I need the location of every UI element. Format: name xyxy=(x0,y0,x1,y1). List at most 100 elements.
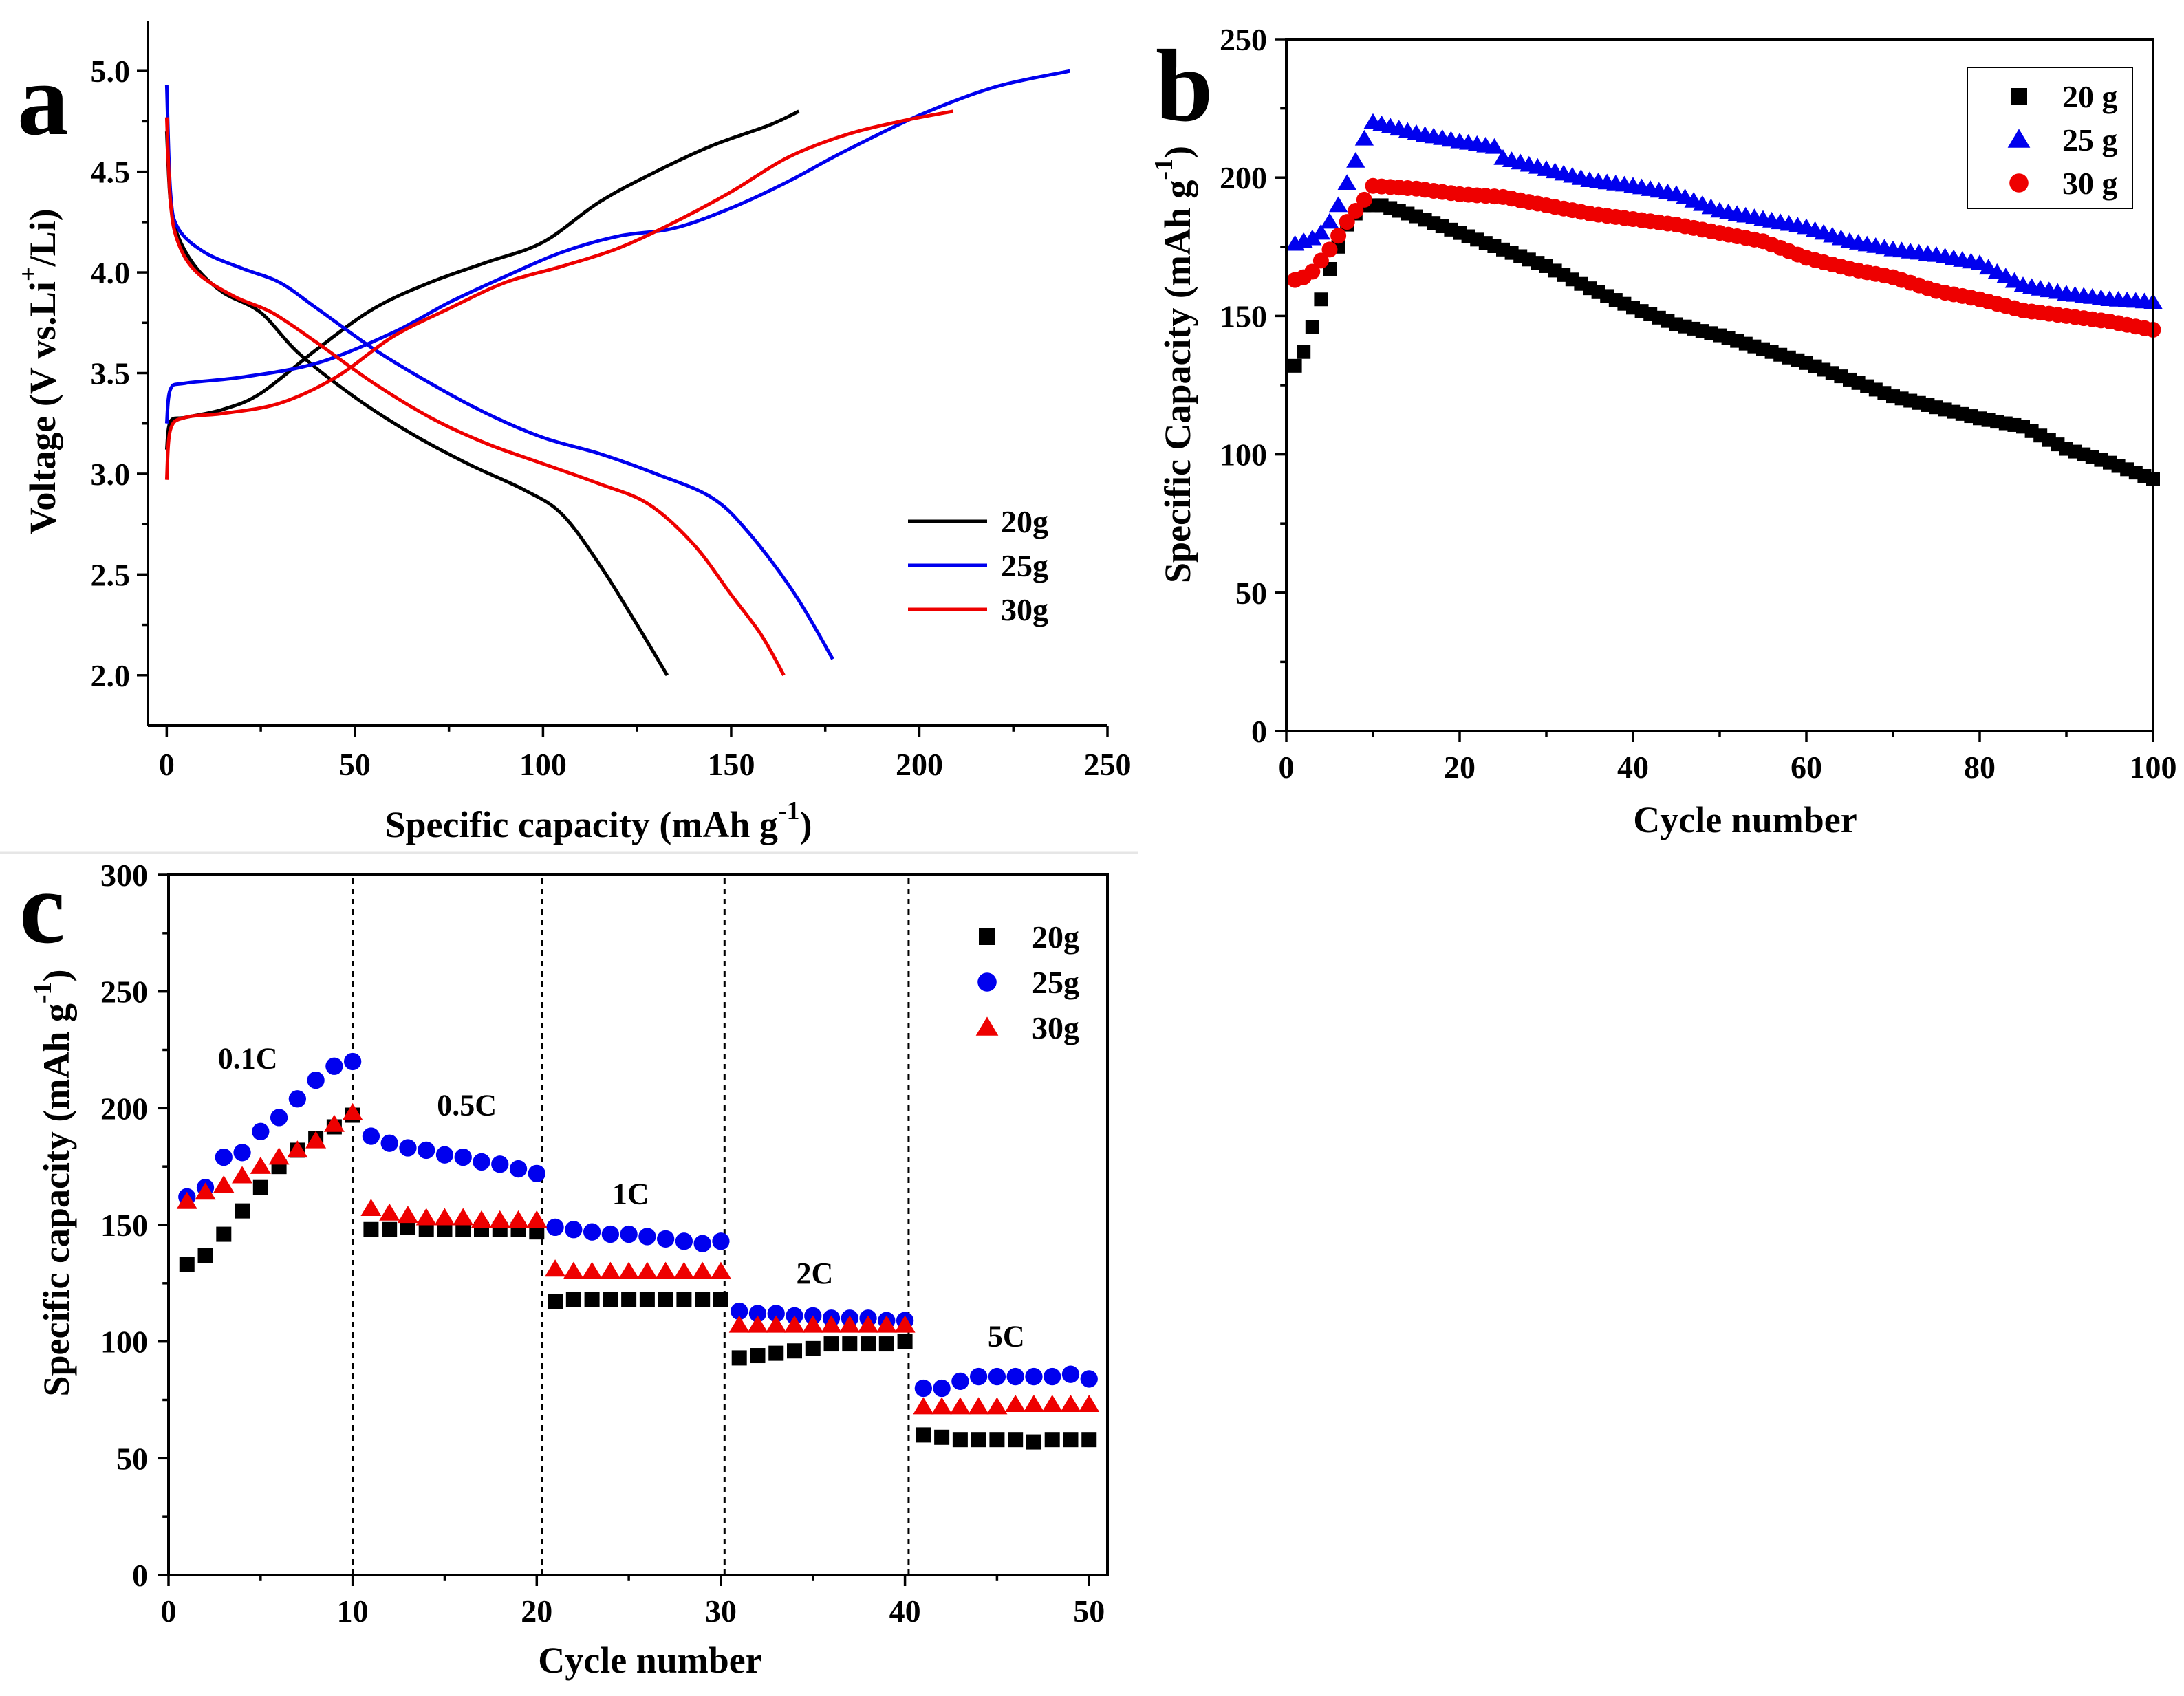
point-25g-cycle-42 xyxy=(933,1379,951,1398)
point-20g-cycle-43 xyxy=(952,1432,968,1448)
panel-a-curves xyxy=(164,69,1070,677)
point-20g-cycle-4 xyxy=(1314,292,1328,307)
curve-20g-charge xyxy=(164,109,800,450)
panel-a-letter: a xyxy=(17,43,69,157)
point-25g-cycle-25 xyxy=(620,1225,638,1243)
point-30g-cycle-46 xyxy=(1005,1394,1026,1413)
point-25g-cycle-16 xyxy=(454,1148,472,1166)
point-25g-cycle-30 xyxy=(712,1232,730,1250)
point-25g-cycle-27 xyxy=(656,1230,675,1248)
point-25g-cycle-8 xyxy=(307,1071,325,1089)
point-30g-cycle-6 xyxy=(1330,228,1347,244)
legend-label-30g: 30 g xyxy=(2062,166,2118,201)
y-tick-label: 0 xyxy=(1251,714,1267,749)
point-25g-cycle-41 xyxy=(914,1379,933,1398)
x-tick-label: 200 xyxy=(896,747,943,782)
panel-b-axes: 0 20 40 60 80 100 0 50 100 150 200 250 xyxy=(1220,22,2177,785)
point-30g-cycle-18 xyxy=(489,1210,510,1228)
panel-b-cycling-performance: b 0 20 40 60 80 100 0 50 100 150 200 250 Cycle numb… xyxy=(1149,22,2177,840)
legend-label-25g: 25 g xyxy=(2062,122,2118,157)
point-25g-cycle-26 xyxy=(638,1228,656,1246)
point-30g-cycle-17 xyxy=(471,1210,493,1228)
point-25g-cycle-24 xyxy=(1484,138,1504,154)
point-25g-cycle-11 xyxy=(362,1127,380,1145)
point-25g-cycle-46 xyxy=(1006,1367,1024,1386)
legend-label-20g: 20 g xyxy=(2062,79,2118,114)
point-20g-cycle-41 xyxy=(916,1427,931,1443)
legend-marker-30g xyxy=(2009,173,2029,193)
point-30g-cycle-9 xyxy=(1356,191,1372,208)
point-25g-cycle-8 xyxy=(1346,152,1365,168)
point-20g-cycle-3 xyxy=(216,1226,232,1242)
x-tick-label: 60 xyxy=(1791,750,1822,785)
point-25g-cycle-23 xyxy=(583,1223,601,1241)
point-20g-cycle-25 xyxy=(621,1292,637,1307)
legend-marker-25g xyxy=(2007,129,2031,148)
panel-c-x-axis-title: Cycle number xyxy=(538,1640,761,1681)
point-25g-cycle-28 xyxy=(675,1232,693,1250)
x-tick-label: 20 xyxy=(521,1594,552,1629)
point-20g-cycle-1 xyxy=(1288,358,1302,373)
curve-30g-charge xyxy=(164,109,954,480)
point-30g-cycle-44 xyxy=(968,1397,989,1415)
x-tick-label: 100 xyxy=(519,747,567,782)
point-30g-cycle-16 xyxy=(453,1208,474,1226)
point-25g-cycle-13 xyxy=(399,1139,417,1157)
point-25g-cycle-18 xyxy=(491,1155,509,1173)
panel-a-legend: 20g 25g 30g xyxy=(908,504,1048,627)
point-30g-cycle-31 xyxy=(728,1315,750,1333)
y-tick-label: 0 xyxy=(132,1558,148,1593)
point-25g-cycle-15 xyxy=(435,1146,454,1164)
y-tick-label: 3.5 xyxy=(91,356,131,391)
point-25g-cycle-9 xyxy=(1354,129,1374,146)
point-30g-cycle-28 xyxy=(673,1261,695,1279)
point-20g-cycle-48 xyxy=(1044,1432,1060,1448)
legend-marker-25g xyxy=(977,972,997,992)
legend-marker-20g xyxy=(979,928,995,945)
rate-label-4: 2C xyxy=(797,1257,834,1290)
point-30g-cycle-7 xyxy=(1339,214,1355,230)
y-tick-label: 4.0 xyxy=(91,255,131,290)
point-30g-cycle-14 xyxy=(415,1208,437,1226)
point-30g-cycle-27 xyxy=(655,1261,676,1279)
legend-marker-20g xyxy=(2011,88,2027,105)
point-30g-cycle-48 xyxy=(1041,1394,1063,1413)
panel-b-legend: 20 g 25 g 30 g xyxy=(1967,67,2133,209)
panel-b-letter: b xyxy=(1156,29,1213,143)
point-20g-cycle-31 xyxy=(731,1350,747,1366)
point-20g-cycle-23 xyxy=(584,1292,600,1307)
point-20g-cycle-16 xyxy=(455,1221,471,1237)
point-30g-cycle-34 xyxy=(783,1315,806,1333)
point-25g-cycle-21 xyxy=(546,1218,564,1237)
point-20g-cycle-14 xyxy=(418,1221,434,1237)
point-30g-cycle-25 xyxy=(618,1261,640,1279)
point-30g-cycle-42 xyxy=(931,1397,953,1415)
point-20g-cycle-11 xyxy=(363,1221,379,1237)
y-tick-label: 100 xyxy=(100,1325,148,1360)
point-20g-cycle-26 xyxy=(639,1292,655,1307)
panel-c-rate-labels: 0.1C 0.5C 1C 2C 5C xyxy=(218,1042,1025,1353)
point-25g-cycle-14 xyxy=(418,1141,435,1160)
point-25g-cycle-6 xyxy=(1328,196,1348,213)
point-25g-cycle-12 xyxy=(380,1134,398,1152)
point-30g-cycle-30 xyxy=(710,1261,731,1279)
panel-a-voltage-profile: a 0 50 100 150 200 250 2.0 2.5 3.0 3.5 4.0 4.5 5.0 S… xyxy=(14,21,1132,845)
curve-25g-charge xyxy=(164,69,1070,424)
point-25g-cycle-9 xyxy=(325,1057,343,1075)
rate-label-5: 5C xyxy=(988,1319,1025,1353)
x-tick-label: 150 xyxy=(707,747,755,782)
point-20g-cycle-45 xyxy=(989,1432,1005,1448)
point-20g-cycle-2 xyxy=(1297,345,1311,359)
point-25g-cycle-5 xyxy=(1320,213,1339,229)
panel-c-legend: 20g 25g 30g xyxy=(975,920,1079,1045)
panel-c-letter: c xyxy=(19,851,65,965)
y-tick-label: 100 xyxy=(1220,437,1267,472)
x-tick-label: 100 xyxy=(2130,750,2177,785)
point-25g-cycle-31 xyxy=(731,1302,748,1320)
point-20g-cycle-13 xyxy=(400,1219,415,1235)
panel-a-axes: 0 50 100 150 200 250 2.0 2.5 3.0 3.5 4.0 4.5 5.0 xyxy=(91,21,1132,782)
panel-c-rate-performance: c 0 10 20 30 40 50 0 50 100 150 200 250 300 0.1C 0.5C… xyxy=(19,851,1109,1681)
point-20g-cycle-33 xyxy=(768,1345,784,1361)
point-25g-cycle-22 xyxy=(565,1221,583,1239)
